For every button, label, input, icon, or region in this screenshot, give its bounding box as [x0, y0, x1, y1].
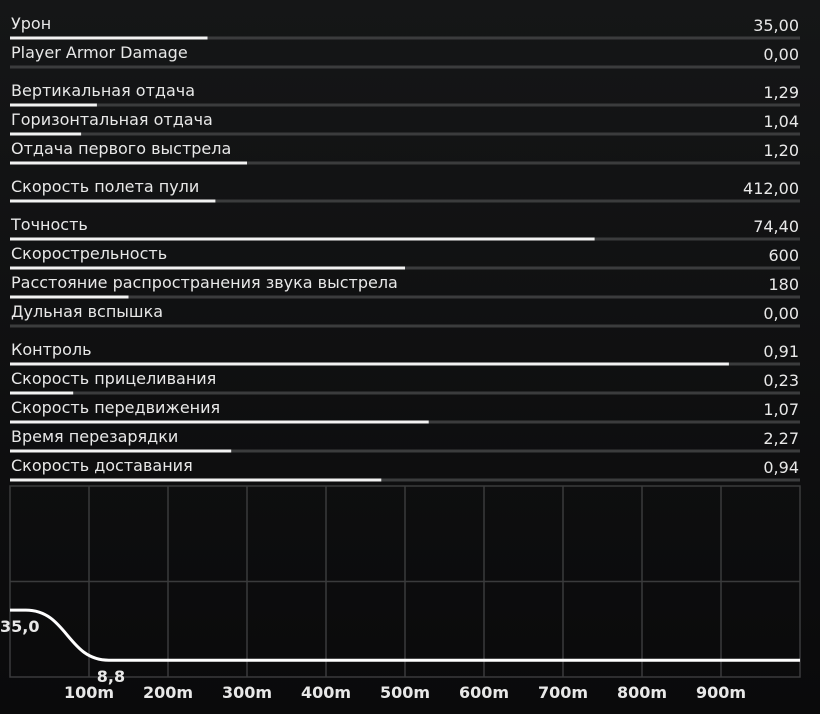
- x-tick-label: 100m: [64, 683, 114, 702]
- stat-value: 2,27: [763, 429, 799, 448]
- x-tick-label: 200m: [143, 683, 193, 702]
- stat-value: 0,23: [763, 371, 799, 390]
- x-tick-label: 400m: [301, 683, 351, 702]
- stat-label: Расстояние распространения звука выстрел…: [11, 273, 398, 292]
- stat-label: Скорость передвижения: [11, 398, 220, 417]
- stat-label: Урон: [11, 14, 51, 33]
- x-tick-label: 900m: [696, 683, 746, 702]
- stat-value: 74,40: [753, 217, 799, 236]
- stat-label: Скорость прицеливания: [11, 369, 216, 388]
- stat-label: Скорость полета пули: [11, 177, 199, 196]
- stat-label: Скорострельность: [11, 244, 167, 263]
- damage-line: [10, 608, 800, 662]
- stat-value: 0,91: [763, 342, 799, 361]
- stat-label: Отдача первого выстрела: [11, 139, 231, 158]
- data-label: 8,8: [97, 667, 125, 686]
- stat-label: Горизонтальная отдача: [11, 110, 213, 129]
- data-label: 35,0: [0, 617, 39, 636]
- stat-value: 1,04: [763, 112, 799, 131]
- stat-label: Вертикальная отдача: [11, 81, 195, 100]
- x-tick-label: 600m: [459, 683, 509, 702]
- stat-value: 600: [768, 246, 799, 265]
- stat-value: 35,00: [753, 16, 799, 35]
- stat-value: 1,29: [763, 83, 799, 102]
- stat-value: 180: [768, 275, 799, 294]
- stat-label: Скорость доставания: [11, 456, 193, 475]
- x-tick-label: 500m: [380, 683, 430, 702]
- x-tick-label: 800m: [617, 683, 667, 702]
- stat-value: 1,20: [763, 141, 799, 160]
- stat-label: Точность: [10, 215, 88, 234]
- stat-value: 412,00: [743, 179, 799, 198]
- stat-value: 0,94: [763, 458, 799, 477]
- stat-label: Дульная вспышка: [11, 302, 163, 321]
- stat-label: Контроль: [11, 340, 92, 359]
- stat-label: Player Armor Damage: [11, 43, 188, 62]
- x-tick-label: 300m: [222, 683, 272, 702]
- stat-label: Время перезарядки: [11, 427, 178, 446]
- x-tick-label: 700m: [538, 683, 588, 702]
- stat-value: 0,00: [763, 304, 799, 323]
- stat-value: 0,00: [763, 45, 799, 64]
- stat-value: 1,07: [763, 400, 799, 419]
